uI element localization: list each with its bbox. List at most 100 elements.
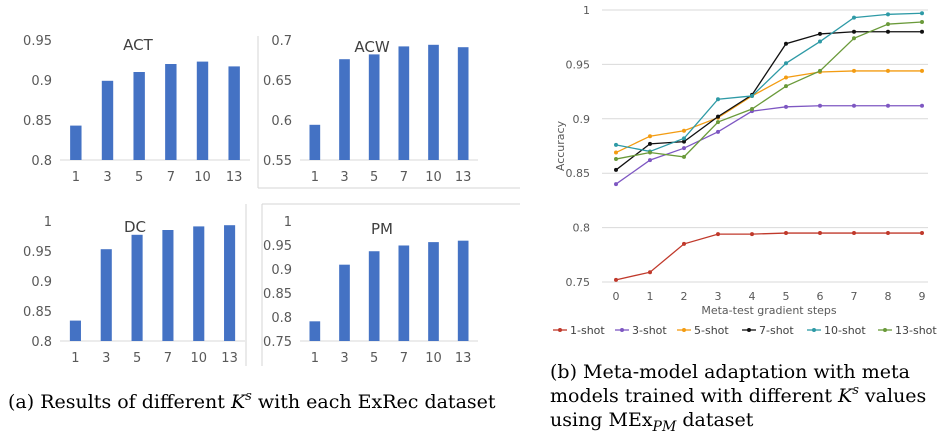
- data-point: [648, 141, 652, 146]
- series-line: [615, 232, 922, 281]
- data-point: [750, 93, 754, 98]
- y-tick-label: 1: [44, 215, 52, 230]
- bar: [368, 54, 380, 160]
- x-tick-label: 1: [647, 290, 654, 303]
- data-point: [716, 232, 720, 237]
- x-tick-label: 5: [783, 290, 790, 303]
- x-tick-label: 8: [885, 290, 892, 303]
- bar: [457, 240, 469, 341]
- legend-item: 13-shot: [878, 324, 937, 337]
- data-point: [818, 103, 822, 108]
- data-point: [886, 231, 890, 236]
- y-tick-label: 0.6: [271, 114, 292, 129]
- y-tick-label: 0.8: [271, 311, 292, 326]
- data-point: [682, 241, 686, 246]
- data-point: [682, 146, 686, 151]
- data-point: [716, 120, 720, 125]
- bar: [309, 321, 321, 341]
- y-axis-label: Accuracy: [554, 120, 567, 171]
- x-tick-label: 7: [851, 290, 858, 303]
- series-line: [615, 31, 922, 171]
- x-tick-label: 4: [749, 290, 756, 303]
- y-tick-label: 0.85: [566, 167, 591, 180]
- series-line: [615, 21, 923, 160]
- data-point: [614, 142, 618, 147]
- bar: [428, 242, 439, 341]
- data-point: [920, 231, 924, 236]
- data-point: [784, 84, 788, 89]
- data-point: [784, 75, 788, 80]
- x-tick-label: 6: [817, 290, 824, 303]
- panel-title: ACW: [354, 38, 389, 56]
- data-point: [818, 68, 822, 73]
- data-point: [682, 128, 686, 133]
- x-tick-label: 5: [135, 170, 143, 185]
- data-point: [648, 158, 652, 163]
- y-tick-label: 0.95: [263, 239, 292, 254]
- y-tick-label: 0.9: [31, 74, 52, 89]
- caption-b-line3: using MExPM dataset: [550, 409, 754, 435]
- data-point: [716, 97, 720, 102]
- x-tick-label: 1: [72, 170, 80, 185]
- y-tick-label: 0.9: [271, 263, 292, 278]
- data-point: [750, 232, 754, 237]
- x-tick-label: 3: [102, 351, 110, 366]
- bar: [228, 66, 240, 160]
- y-tick-label: 1: [284, 215, 292, 230]
- data-point: [614, 157, 618, 162]
- data-point: [886, 68, 890, 73]
- series-line: [615, 12, 923, 153]
- x-tick-label: 5: [133, 351, 141, 366]
- data-point: [920, 29, 924, 34]
- y-tick-label: 0.85: [23, 305, 52, 320]
- bar: [428, 44, 439, 160]
- data-point: [818, 39, 822, 44]
- bar: [131, 234, 143, 341]
- x-tick-label: 9: [919, 290, 926, 303]
- data-point: [920, 19, 924, 24]
- legend-marker: [883, 328, 887, 332]
- data-point: [920, 68, 924, 73]
- data-point: [682, 154, 686, 159]
- y-tick-label: 1: [583, 4, 590, 17]
- x-tick-label: 2: [681, 290, 688, 303]
- data-point: [648, 134, 652, 139]
- bar: [457, 47, 469, 161]
- x-tick-label: 7: [167, 170, 175, 185]
- y-tick-label: 0.8: [31, 335, 52, 350]
- x-tick-label: 3: [340, 170, 348, 185]
- data-point: [886, 103, 890, 108]
- bar: [368, 251, 380, 341]
- legend-marker: [558, 328, 562, 332]
- legend: 1-shot 3-shot 5-shot 7-shot 10-shot 13-shot: [553, 324, 937, 337]
- legend-label: 13-shot: [895, 324, 937, 337]
- legend-label: 7-shot: [759, 324, 794, 337]
- panel-title: ACT: [123, 36, 153, 54]
- bar: [339, 264, 350, 341]
- data-point: [784, 231, 788, 236]
- x-tick-label: 10: [194, 170, 211, 185]
- data-point: [852, 103, 856, 108]
- panel-title: DC: [124, 218, 146, 236]
- data-point: [750, 107, 754, 112]
- x-tick-label: 13: [455, 170, 472, 185]
- x-tick-label: 13: [226, 170, 243, 185]
- line-chart-adaptation: 0.75 0.8 0.85 0.9 0.95 1 0 1 2 3 4 5 6 7 8 9 Meta-test g…: [553, 4, 937, 337]
- series-3-shot: [614, 103, 924, 187]
- data-point: [648, 150, 652, 155]
- bar: [309, 124, 321, 160]
- data-point: [784, 61, 788, 66]
- data-point: [886, 29, 890, 34]
- legend-marker: [620, 328, 624, 332]
- y-tick-label: 0.75: [263, 335, 292, 350]
- data-point: [716, 114, 720, 119]
- data-point: [852, 29, 856, 34]
- caption-b-line2: models trained with different Ks values: [550, 383, 926, 407]
- data-point: [818, 31, 822, 36]
- bar: [162, 230, 174, 341]
- x-axis-label: Meta-test gradient steps: [701, 304, 837, 317]
- data-point: [852, 68, 856, 73]
- series-line: [615, 105, 922, 185]
